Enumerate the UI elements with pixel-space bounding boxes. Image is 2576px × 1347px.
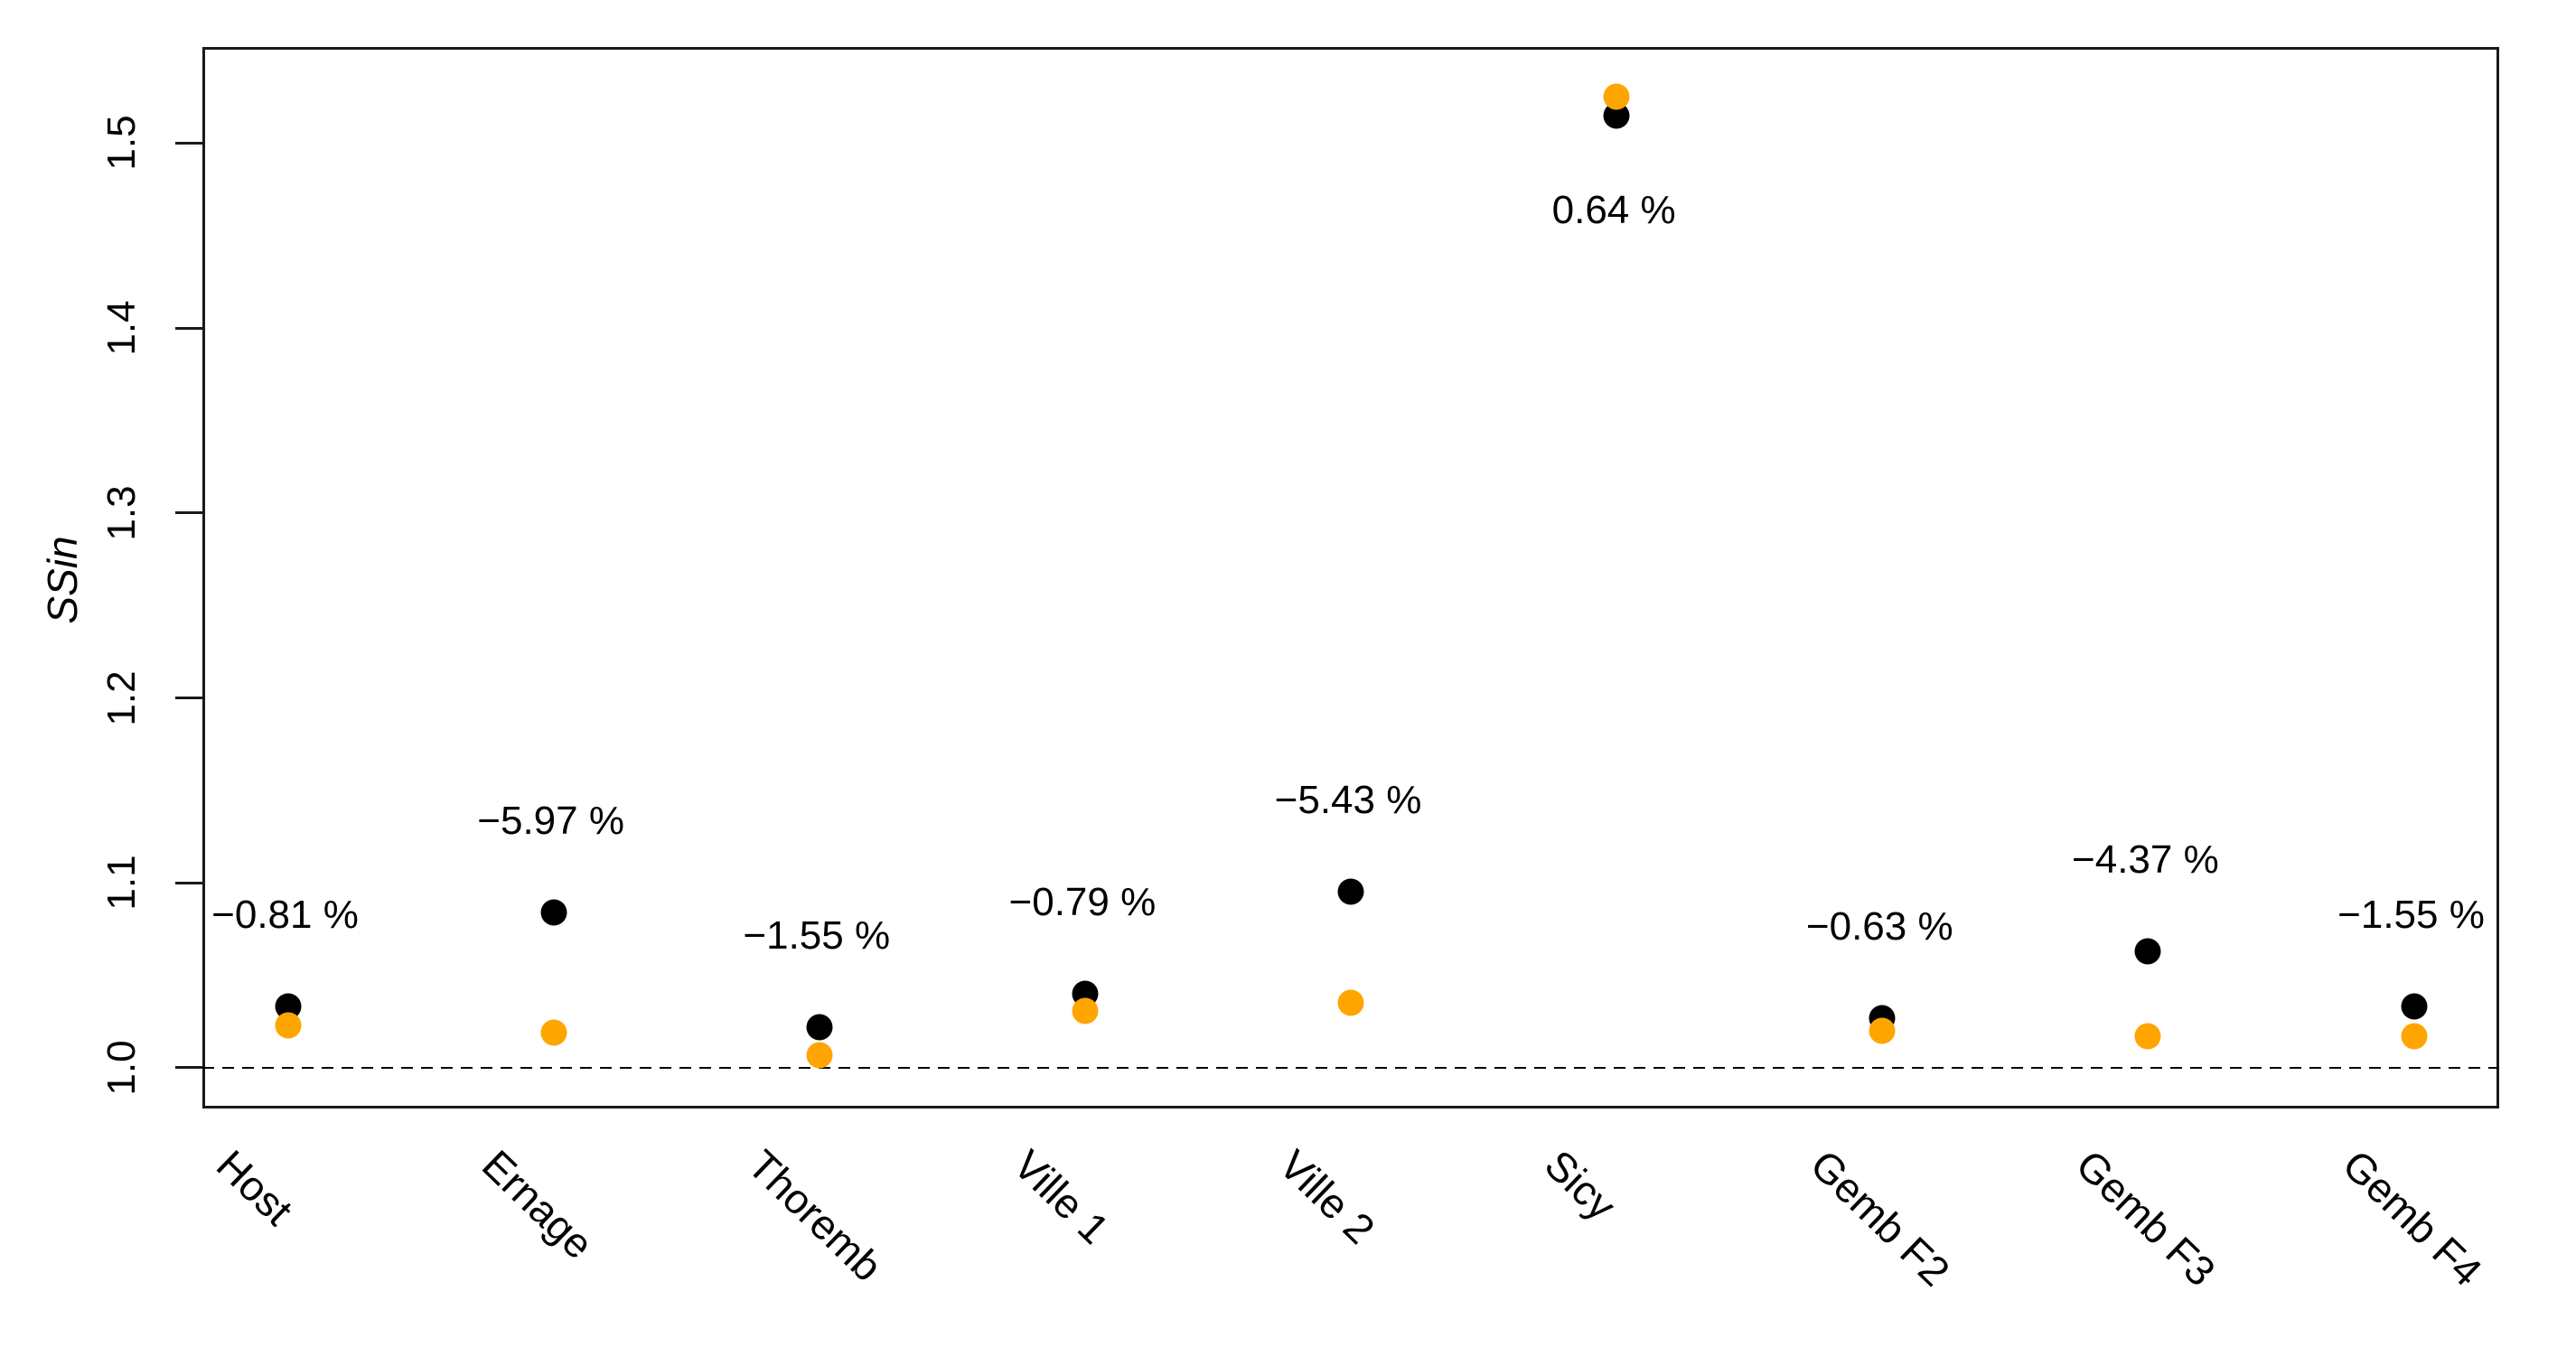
y-tick-mark	[175, 326, 202, 330]
y-tick-mark	[175, 881, 202, 884]
annotation-label: −5.97 %	[477, 799, 624, 843]
x-category-label: Ville 1	[1004, 1140, 1119, 1253]
y-tick-label: 1.5	[99, 115, 144, 172]
y-tick-label: 1.1	[99, 855, 144, 911]
data-point-comparison	[1072, 997, 1099, 1024]
annotation-label: −0.79 %	[1008, 880, 1157, 925]
annotation-label: −0.81 %	[211, 893, 359, 938]
annotation-label: −1.55 %	[2337, 893, 2485, 938]
data-point-comparison	[540, 1019, 567, 1046]
data-point-comparison	[1337, 989, 1364, 1016]
x-category-label: Gemb F2	[1802, 1140, 1960, 1296]
y-axis-title: SSin	[39, 535, 86, 624]
annotation-label: −5.43 %	[1274, 778, 1422, 823]
y-tick-mark	[175, 697, 202, 700]
x-category-label: Gemb F4	[2333, 1140, 2491, 1296]
baseline-dashed-line	[202, 1066, 2499, 1069]
data-point-reference	[540, 899, 567, 926]
data-point-reference	[806, 1014, 833, 1041]
data-point-reference	[2401, 993, 2427, 1020]
y-tick-mark	[175, 511, 202, 515]
data-point-comparison	[275, 1012, 301, 1039]
y-tick-label: 1.0	[99, 1040, 144, 1096]
data-point-comparison	[1603, 83, 1630, 110]
data-point-reference	[1337, 878, 1364, 905]
annotation-label: −4.37 %	[2072, 837, 2219, 882]
y-tick-label: 1.2	[99, 669, 144, 726]
y-tick-mark	[175, 1066, 202, 1070]
data-point-comparison	[1869, 1017, 1896, 1044]
x-category-label: Host	[207, 1140, 302, 1234]
y-tick-label: 1.3	[99, 485, 144, 541]
plot-border	[202, 47, 2499, 1108]
y-tick-label: 1.4	[99, 300, 144, 356]
x-category-label: Gemb F3	[2067, 1140, 2225, 1296]
data-point-comparison	[2401, 1023, 2427, 1050]
x-category-label: Ville 2	[1269, 1140, 1384, 1253]
data-point-comparison	[2134, 1023, 2161, 1050]
x-category-label: Ernage	[473, 1140, 603, 1268]
data-point-reference	[2134, 938, 2161, 965]
annotation-label: 0.64 %	[1551, 187, 1676, 232]
x-category-label: Sicy	[1536, 1140, 1625, 1230]
annotation-label: −0.63 %	[1805, 903, 1953, 949]
x-category-label: Thoremb	[738, 1140, 892, 1291]
annotation-label: −1.55 %	[743, 912, 891, 958]
data-point-comparison	[806, 1042, 833, 1069]
y-tick-mark	[175, 141, 202, 145]
